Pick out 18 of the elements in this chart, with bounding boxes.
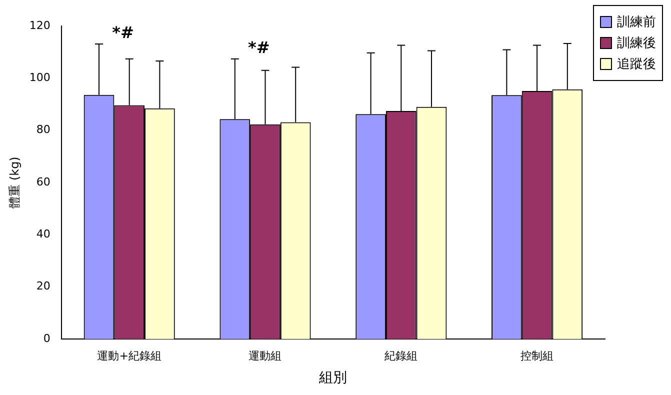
annotation: *#: [112, 23, 134, 42]
x-tick-label: 運動組: [248, 349, 282, 362]
legend-label: 訓練後: [617, 35, 656, 52]
x-tick-label: 控制組: [520, 349, 554, 362]
y-tick-label: 80: [36, 123, 50, 136]
legend-label: 訓練前: [617, 14, 656, 31]
y-tick-label: 20: [36, 280, 50, 293]
legend-label: 追蹤後: [617, 56, 656, 73]
x-axis-title: 組別: [318, 370, 348, 386]
y-tick-label: 100: [29, 71, 50, 84]
y-tick-label: 40: [36, 228, 50, 241]
annotation: *#: [248, 38, 270, 58]
x-tick-label: 運動+紀錄組: [97, 349, 162, 362]
y-axis-title: 體重 (kg): [7, 156, 22, 208]
y-tick-label: 60: [36, 175, 50, 188]
x-tick-label: 紀錄組: [384, 349, 418, 362]
y-tick-label: 120: [29, 18, 50, 32]
y-tick-label: 0: [43, 332, 50, 345]
